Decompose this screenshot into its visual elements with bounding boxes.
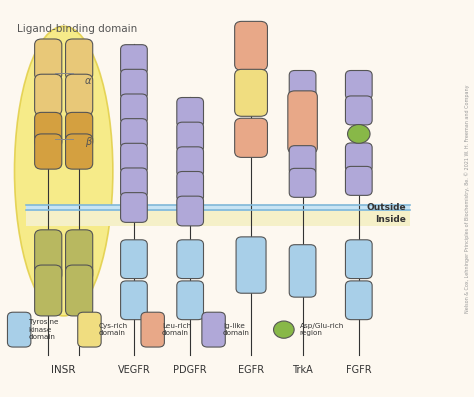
FancyBboxPatch shape: [65, 134, 93, 169]
Text: Nelson & Cox, Lehninger Principles of Biochemistry, 8e. © 2021 W. H. Freeman and: Nelson & Cox, Lehninger Principles of Bi…: [464, 84, 470, 313]
FancyBboxPatch shape: [289, 168, 316, 197]
Ellipse shape: [15, 26, 113, 316]
FancyBboxPatch shape: [120, 119, 147, 148]
FancyBboxPatch shape: [120, 168, 147, 198]
FancyBboxPatch shape: [346, 71, 372, 100]
FancyBboxPatch shape: [65, 265, 93, 316]
Text: α: α: [85, 76, 91, 86]
FancyBboxPatch shape: [346, 96, 372, 125]
FancyBboxPatch shape: [35, 74, 62, 115]
FancyBboxPatch shape: [65, 39, 93, 80]
FancyBboxPatch shape: [177, 281, 203, 320]
Text: TrkA: TrkA: [292, 365, 313, 375]
FancyBboxPatch shape: [8, 312, 31, 347]
Circle shape: [273, 321, 294, 338]
FancyBboxPatch shape: [346, 281, 372, 320]
FancyBboxPatch shape: [120, 143, 147, 173]
FancyBboxPatch shape: [177, 147, 203, 177]
FancyBboxPatch shape: [289, 245, 316, 297]
FancyBboxPatch shape: [65, 74, 93, 115]
Text: β: β: [85, 137, 91, 147]
FancyBboxPatch shape: [288, 91, 317, 154]
Text: PDGFR: PDGFR: [173, 365, 207, 375]
FancyBboxPatch shape: [35, 134, 62, 169]
Text: EGFR: EGFR: [238, 365, 264, 375]
Text: Inside: Inside: [375, 215, 406, 224]
Text: Tyrosine
kinase
domain: Tyrosine kinase domain: [28, 319, 58, 340]
Text: Ligand-binding domain: Ligand-binding domain: [17, 24, 137, 34]
FancyBboxPatch shape: [65, 112, 93, 148]
FancyBboxPatch shape: [120, 44, 147, 74]
FancyBboxPatch shape: [346, 166, 372, 195]
FancyBboxPatch shape: [177, 240, 203, 279]
FancyBboxPatch shape: [120, 94, 147, 124]
FancyBboxPatch shape: [235, 69, 267, 116]
Text: Cys-rich
domain: Cys-rich domain: [99, 323, 128, 336]
FancyBboxPatch shape: [289, 71, 316, 100]
FancyBboxPatch shape: [177, 122, 203, 152]
Circle shape: [347, 125, 370, 143]
FancyBboxPatch shape: [289, 146, 316, 175]
FancyBboxPatch shape: [177, 172, 203, 201]
FancyBboxPatch shape: [141, 312, 164, 347]
FancyBboxPatch shape: [120, 69, 147, 99]
Text: Asp/Glu-rich
region: Asp/Glu-rich region: [300, 323, 344, 336]
FancyBboxPatch shape: [35, 265, 62, 316]
Bar: [26, 205, 410, 212]
Text: Ig-like
domain: Ig-like domain: [223, 323, 250, 336]
Text: Leu-rich
domain: Leu-rich domain: [162, 323, 191, 336]
FancyBboxPatch shape: [120, 240, 147, 279]
FancyBboxPatch shape: [346, 143, 372, 172]
FancyBboxPatch shape: [120, 193, 147, 222]
Text: Outside: Outside: [366, 203, 406, 212]
FancyBboxPatch shape: [35, 112, 62, 148]
Bar: [26, 210, 410, 225]
FancyBboxPatch shape: [35, 230, 62, 281]
FancyBboxPatch shape: [35, 39, 62, 80]
FancyBboxPatch shape: [120, 281, 147, 320]
FancyBboxPatch shape: [235, 118, 267, 157]
FancyBboxPatch shape: [65, 230, 93, 281]
FancyBboxPatch shape: [177, 196, 203, 226]
Text: INSR: INSR: [51, 365, 76, 375]
Text: VEGFR: VEGFR: [118, 365, 150, 375]
Text: FGFR: FGFR: [346, 365, 372, 375]
FancyBboxPatch shape: [236, 237, 266, 293]
FancyBboxPatch shape: [177, 98, 203, 127]
FancyBboxPatch shape: [78, 312, 101, 347]
FancyBboxPatch shape: [235, 21, 267, 70]
FancyBboxPatch shape: [346, 240, 372, 279]
FancyBboxPatch shape: [202, 312, 225, 347]
